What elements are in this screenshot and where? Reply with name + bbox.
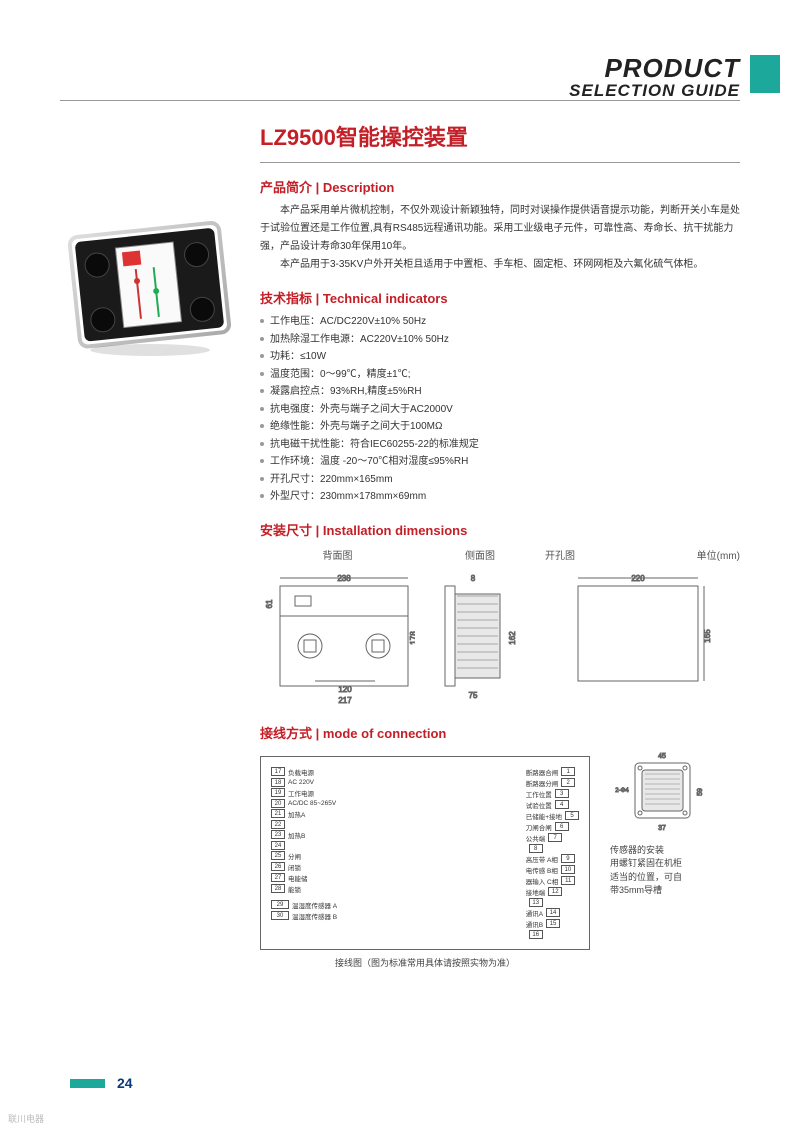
dim-side-view: 侧面图 8 162 75 <box>435 547 525 709</box>
header-accent-block <box>750 55 780 93</box>
section-tech-title: 技术指标 | Technical indicators <box>260 288 740 307</box>
dim-unit-label: 单位(mm) <box>697 547 740 566</box>
spec-item: 工作电压：AC/DC220V±10% 50Hz <box>260 313 740 331</box>
terminal: 16 <box>526 930 579 939</box>
terminal: 22 <box>271 820 337 829</box>
terminal: 26闭锁 <box>271 862 337 872</box>
sensor-svg: 45 59 37 2-Φ4 <box>610 748 720 833</box>
terminal: 20AC/DC 85~265V <box>271 799 337 808</box>
terminal: 断路器分闸2 <box>526 778 579 788</box>
svg-text:37: 37 <box>658 825 666 832</box>
product-photo <box>60 220 235 360</box>
spec-item: 开孔尺寸：220mm×165mm <box>260 471 740 489</box>
dim-hole-svg: 220 165 <box>568 566 718 706</box>
spec-item: 工作环境：温度 -20～70℃相对湿度≤95%RH <box>260 453 740 471</box>
terminal: 电传感 B相10 <box>526 865 579 875</box>
spec-item: 凝露启控点：93%RH,精度±5%RH <box>260 383 740 401</box>
terminal: 23加热B <box>271 830 337 840</box>
section-dim-title: 安装尺寸 | Installation dimensions <box>260 520 740 539</box>
spec-item: 温度范围：0～99℃，精度±1℃; <box>260 366 740 384</box>
terminal-col-right: 断路器合闸1断路器分闸2工作位置3试验位置4已储能+接地5刀闸合闸6公共端78高… <box>526 767 579 939</box>
dimensions-row: 背面图 238 61 178 120 217 <box>260 547 740 709</box>
sensor-diagram-block: 45 59 37 2-Φ4 传感器的安装用螺钉紧固在机柜适当的位置，可自带35m… <box>610 748 740 898</box>
terminal: 通讯A14 <box>526 908 579 918</box>
spec-list: 工作电压：AC/DC220V±10% 50Hz加热除湿工作电源：AC220V±1… <box>260 313 740 506</box>
terminal: 21加热A <box>271 809 337 819</box>
terminal: 器输入 C相11 <box>526 876 579 886</box>
terminal: 27电能储 <box>271 873 337 883</box>
svg-text:61: 61 <box>265 599 274 608</box>
svg-text:75: 75 <box>469 691 478 700</box>
svg-text:45: 45 <box>658 753 666 760</box>
terminal: 8 <box>526 844 579 853</box>
dim-back-view: 背面图 238 61 178 120 217 <box>260 547 415 709</box>
spec-item: 抗电磁干扰性能：符合IEC60255-22的标准规定 <box>260 436 740 454</box>
sensor-note: 传感器的安装用螺钉紧固在机柜适当的位置，可自带35mm导槽 <box>610 844 740 898</box>
spec-item: 外型尺寸：230mm×178mm×69mm <box>260 488 740 506</box>
dim-side-svg: 8 162 75 <box>435 566 525 706</box>
spec-item: 加热除湿工作电源：AC220V±10% 50Hz <box>260 331 740 349</box>
svg-text:2-Φ4: 2-Φ4 <box>615 788 629 794</box>
connection-diagram: 17负载电源18AC 220V19工作电源20AC/DC 85~265V21加热… <box>260 756 590 950</box>
desc-p1: 本产品采用单片微机控制，不仅外观设计新颖独特，同时对误操作提供语音提示功能，判断… <box>260 202 740 256</box>
page-header: PRODUCT SELECTION GUIDE <box>569 55 740 101</box>
page-footer: 24 <box>70 1075 133 1091</box>
footer-accent-bar <box>70 1079 105 1088</box>
watermark: 联川电器 <box>8 1112 44 1125</box>
desc-p2: 本产品用于3-35KV户外开关柜且适用于中置柜、手车柜、固定柜、环网网柜及六氟化… <box>260 256 740 274</box>
header-rule <box>60 100 740 101</box>
dim-back-label: 背面图 <box>260 547 415 562</box>
terminal: 工作位置3 <box>526 789 579 799</box>
svg-text:162: 162 <box>508 630 517 644</box>
terminal: 接地端12 <box>526 887 579 897</box>
header-line2: SELECTION GUIDE <box>569 81 740 101</box>
terminal: 28能锁 <box>271 884 337 894</box>
svg-text:120: 120 <box>338 685 352 694</box>
terminal-sensor: 29温湿度传感器 A <box>271 900 337 910</box>
page-title: LZ9500智能操控装置 <box>260 120 740 152</box>
terminal: 19工作电源 <box>271 788 337 798</box>
dim-hole-label: 开孔图 <box>545 547 575 562</box>
svg-text:59: 59 <box>697 788 704 796</box>
terminal: 通讯B15 <box>526 919 579 929</box>
terminal: 刀闸合闸6 <box>526 822 579 832</box>
spec-item: 抗电强度：外壳与端子之间大于AC2000V <box>260 401 740 419</box>
terminal: 试验位置4 <box>526 800 579 810</box>
section-conn-title: 接线方式 | mode of connection <box>260 723 740 742</box>
dim-side-label: 侧面图 <box>435 547 525 562</box>
terminal: 18AC 220V <box>271 778 337 787</box>
dim-hole-view: 开孔图 单位(mm) 220 165 <box>545 547 740 709</box>
section-desc-title: 产品简介 | Description <box>260 177 740 196</box>
terminal-col-left: 17负载电源18AC 220V19工作电源20AC/DC 85~265V21加热… <box>271 767 337 894</box>
page-number: 24 <box>117 1075 133 1091</box>
svg-text:8: 8 <box>471 574 476 583</box>
svg-text:217: 217 <box>338 696 352 705</box>
spec-item: 功耗：≤10W <box>260 348 740 366</box>
header-line1: PRODUCT <box>569 55 740 81</box>
terminal: 断路器合闸1 <box>526 767 579 777</box>
terminal: 17负载电源 <box>271 767 337 777</box>
terminal-sensors: 29温湿度传感器 A30温湿度传感器 B <box>271 900 337 921</box>
terminal: 公共端7 <box>526 833 579 843</box>
terminal: 13 <box>526 898 579 907</box>
title-rule <box>260 162 740 163</box>
terminal: 25分闸 <box>271 851 337 861</box>
svg-text:178: 178 <box>409 630 415 644</box>
terminal: 高压带 A相9 <box>526 854 579 864</box>
terminal: 已储能+接地5 <box>526 811 579 821</box>
dim-back-svg: 238 61 178 120 217 <box>260 566 415 706</box>
terminal-sensor: 30温湿度传感器 B <box>271 911 337 921</box>
terminal: 24 <box>271 841 337 850</box>
connection-note: 接线图（图为标准常用具体请按照实物为准） <box>260 956 590 969</box>
spec-item: 绝缘性能：外壳与端子之间大于100MΩ <box>260 418 740 436</box>
